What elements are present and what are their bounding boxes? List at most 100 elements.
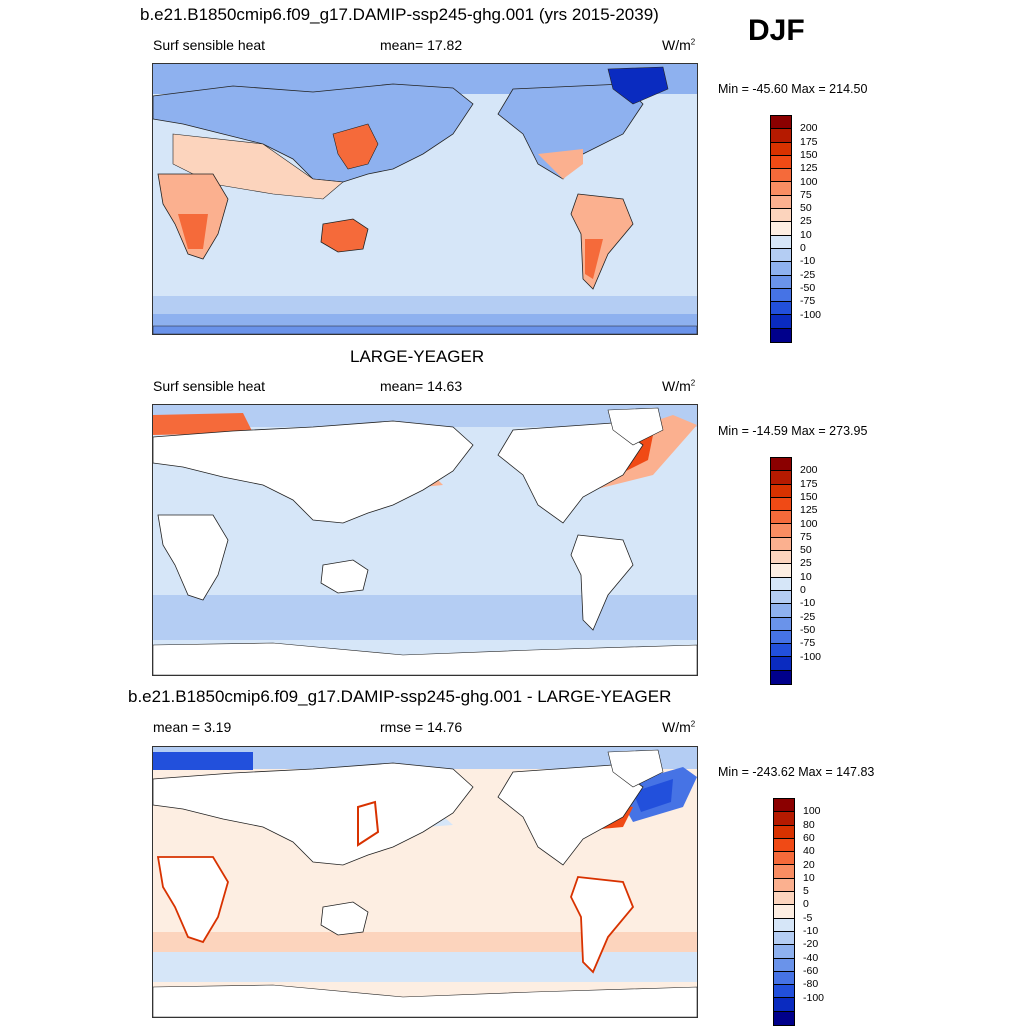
panel3-colorbar: 100 80 60 40 20 10 5 0 -5 -10 -20 -40 -60 -80 -100	[773, 798, 824, 1026]
colorbar-swatch	[771, 471, 791, 485]
colorbar-swatch	[771, 630, 791, 645]
panel3-minmax: Min = -243.62 Max = 147.83	[718, 765, 875, 779]
colorbar-tick-label: -100	[803, 991, 825, 1004]
colorbar-tick-label: -100	[800, 650, 822, 663]
colorbar-tick-label: 10	[800, 228, 812, 241]
colorbar-tick-label: -5	[803, 911, 813, 924]
colorbar-swatch	[771, 262, 791, 276]
panel1-mean-label: mean= 17.82	[380, 37, 463, 53]
colorbar-swatch	[774, 931, 794, 946]
panel2-colorbar-box	[770, 457, 792, 686]
colorbar-tick-label: 75	[800, 188, 812, 201]
colorbar-swatch	[771, 590, 791, 605]
colorbar-swatch	[771, 497, 791, 512]
colorbar-swatch	[774, 918, 794, 932]
colorbar-tick-label: -40	[803, 951, 819, 964]
panel1-colorbar-box	[770, 115, 792, 344]
panel3-mean-label: mean = 3.19	[153, 719, 232, 735]
colorbar-swatch	[771, 458, 791, 472]
panel3-title: b.e21.B1850cmip6.f09_g17.DAMIP-ssp245-gh…	[128, 687, 672, 706]
panel2-units-sup: 2	[690, 378, 696, 388]
colorbar-tick-label: 0	[800, 242, 806, 254]
panel2-mean-label: mean= 14.63	[380, 378, 463, 394]
colorbar-tick-label: 10	[803, 871, 815, 884]
colorbar-tick-label: -25	[800, 268, 816, 281]
colorbar-tick-label: 200	[800, 122, 818, 135]
colorbar-swatch	[771, 537, 791, 552]
colorbar-tick-label: 25	[800, 557, 812, 570]
season-label: DJF	[748, 14, 805, 47]
colorbar-tick-label: -75	[800, 637, 816, 650]
colorbar-tick-label: -60	[803, 964, 819, 977]
colorbar-swatch	[774, 985, 794, 999]
colorbar-tick-label: -100	[800, 308, 822, 321]
panel3-units: W/m2	[662, 719, 695, 735]
panel2-map	[152, 404, 698, 676]
colorbar-tick-label: -75	[800, 295, 816, 308]
panel3-colorbar-box	[773, 798, 795, 1026]
colorbar-tick-label: 50	[800, 544, 812, 557]
colorbar-swatch	[771, 328, 791, 343]
colorbar-tick-label: 200	[800, 464, 818, 477]
colorbar-swatch	[774, 892, 794, 906]
colorbar-tick-label: 25	[800, 215, 812, 228]
panel2-units-text: W/m	[662, 378, 691, 394]
colorbar-swatch	[771, 524, 791, 538]
colorbar-tick-label: 50	[800, 202, 812, 215]
colorbar-tick-label: 80	[803, 818, 815, 831]
colorbar-tick-label: 60	[803, 831, 815, 844]
colorbar-swatch	[771, 617, 791, 631]
colorbar-swatch	[771, 577, 791, 591]
panel3-units-text: W/m	[662, 719, 691, 735]
colorbar-tick-label: -25	[800, 610, 816, 623]
colorbar-swatch	[774, 945, 794, 959]
colorbar-swatch	[771, 551, 791, 565]
colorbar-swatch	[771, 644, 791, 658]
colorbar-tick-label: 150	[800, 490, 818, 503]
panel2-colorbar: 200 175 150 125 100 75 50 25 10 0 -10 -25 -50 -75 -100	[770, 457, 821, 686]
colorbar-swatch	[771, 155, 791, 170]
panel3-units-sup: 2	[690, 719, 696, 729]
colorbar-swatch	[774, 838, 794, 853]
colorbar-swatch	[771, 195, 791, 210]
colorbar-swatch	[771, 302, 791, 316]
colorbar-swatch	[771, 564, 791, 578]
colorbar-tick-label: 100	[803, 805, 821, 818]
colorbar-swatch	[771, 235, 791, 249]
colorbar-swatch	[771, 657, 791, 671]
panel3-rmse-label: rmse = 14.76	[380, 719, 463, 735]
panel1-minmax: Min = -45.60 Max = 214.50	[718, 82, 868, 96]
colorbar-tick-label: 150	[800, 148, 818, 161]
colorbar-tick-label: 0	[803, 898, 809, 911]
colorbar-swatch	[771, 248, 791, 263]
colorbar-tick-label: -10	[803, 925, 819, 937]
colorbar-tick-label: 100	[800, 175, 818, 188]
panel1-units-sup: 2	[690, 37, 696, 47]
panel2-minmax: Min = -14.59 Max = 273.95	[718, 424, 868, 438]
colorbar-swatch	[771, 670, 791, 685]
panel2-map-svg	[153, 405, 697, 675]
colorbar-swatch	[771, 116, 791, 130]
colorbar-swatch	[771, 142, 791, 156]
colorbar-tick-label: -50	[800, 623, 816, 636]
panel1-map-svg	[153, 64, 697, 334]
colorbar-tick-label: 20	[803, 858, 815, 871]
colorbar-swatch	[771, 511, 791, 525]
colorbar-tick-label: -20	[803, 938, 819, 951]
colorbar-swatch	[771, 209, 791, 223]
panel2-units: W/m2	[662, 378, 695, 394]
colorbar-swatch	[774, 1011, 794, 1026]
colorbar-swatch	[774, 865, 794, 879]
colorbar-swatch	[774, 971, 794, 986]
colorbar-swatch	[771, 604, 791, 618]
colorbar-tick-label: 40	[803, 845, 815, 858]
colorbar-swatch	[771, 169, 791, 183]
colorbar-swatch	[771, 315, 791, 329]
colorbar-swatch	[771, 129, 791, 143]
panel3-map	[152, 746, 698, 1018]
panel2-title: LARGE-YEAGER	[350, 347, 485, 366]
colorbar-swatch	[774, 799, 794, 813]
colorbar-tick-label: -10	[800, 597, 816, 610]
colorbar-swatch	[774, 958, 794, 972]
panel1-colorbar: 200 175 150 125 100 75 50 25 10 0 -10 -25 -50 -75 -100	[770, 115, 821, 344]
